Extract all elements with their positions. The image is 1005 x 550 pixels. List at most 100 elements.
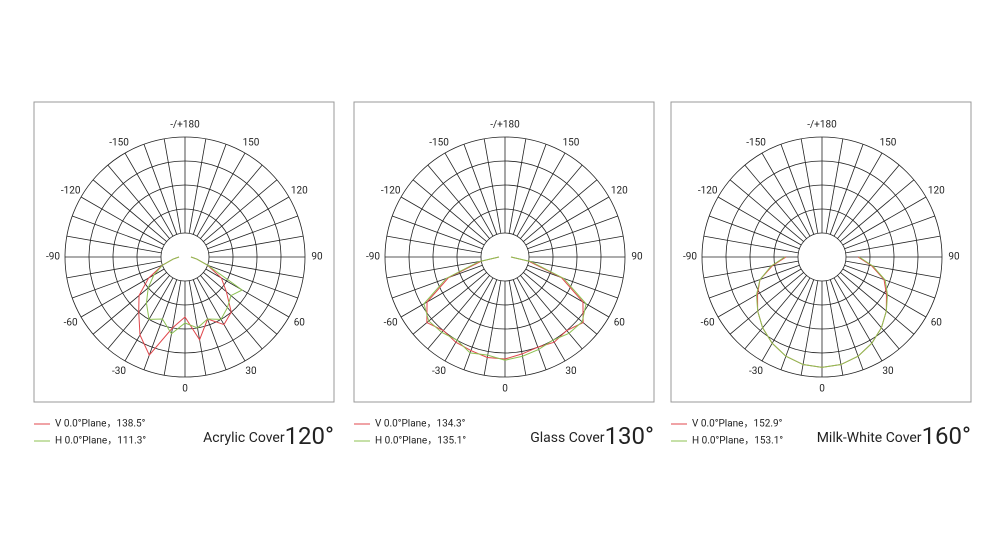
spoke-grid xyxy=(840,272,915,335)
spoke-grid xyxy=(829,279,864,370)
panel-frame xyxy=(670,101,972,403)
spoke-grid xyxy=(512,144,547,235)
angle-label: -60 xyxy=(384,318,398,329)
spoke-grid xyxy=(825,138,844,234)
spoke-grid xyxy=(717,196,802,246)
angle-label: 0 xyxy=(182,384,188,395)
angle-label: -120 xyxy=(698,186,718,197)
legend-label: H 0.0°Plane，135.1° xyxy=(375,436,466,447)
spoke-grid xyxy=(844,264,935,299)
angle-label: -/+180 xyxy=(170,120,200,131)
spoke-grid xyxy=(508,138,527,234)
spoke-grid xyxy=(208,235,304,254)
spoke-grid xyxy=(845,235,941,254)
angle-label: 0 xyxy=(502,384,508,395)
spoke-grid xyxy=(729,179,804,242)
spoke-grid xyxy=(780,144,815,235)
spoke-grid xyxy=(386,235,482,254)
spoke-grid xyxy=(825,280,844,376)
angle-label: 120 xyxy=(928,186,945,197)
angle-label: 120 xyxy=(291,186,308,197)
spoke-grid xyxy=(192,279,227,370)
angle-label: 0 xyxy=(819,384,825,395)
angle-label: 60 xyxy=(614,318,626,329)
spoke-grid xyxy=(800,280,819,376)
spoke-grid xyxy=(528,235,624,254)
spoke-grid xyxy=(840,179,915,242)
spoke-grid xyxy=(516,152,566,237)
angle-label: 60 xyxy=(931,318,943,329)
angle-label: -/+180 xyxy=(490,120,520,131)
spoke-grid xyxy=(512,279,547,370)
angle-label: 150 xyxy=(243,137,260,148)
spoke-grid xyxy=(527,215,618,250)
spoke-grid xyxy=(427,164,490,239)
spoke-grid xyxy=(400,268,485,318)
spoke-grid xyxy=(520,164,583,239)
spoke-grid xyxy=(761,277,811,362)
spoke-grid xyxy=(124,152,174,237)
angle-label: -30 xyxy=(112,366,126,377)
cover-name: Milk-White Cover xyxy=(817,430,922,446)
spoke-grid xyxy=(837,164,900,239)
angle-label: 30 xyxy=(882,366,894,377)
spoke-grid xyxy=(444,277,494,362)
chart-caption: Acrylic Cover120° xyxy=(203,422,334,450)
angle-label: 120 xyxy=(611,186,628,197)
spoke-grid xyxy=(143,144,178,235)
chart-caption: Glass Cover130° xyxy=(530,422,654,450)
spoke-grid xyxy=(392,215,483,250)
spoke-grid xyxy=(744,275,807,350)
spoke-grid xyxy=(412,272,487,335)
spoke-grid xyxy=(463,279,498,370)
spoke-grid xyxy=(525,196,610,246)
spoke-grid xyxy=(205,196,290,246)
distribution-curve xyxy=(145,256,244,335)
angle-label: -150 xyxy=(109,137,129,148)
spoke-grid xyxy=(525,268,610,318)
beam-angle: 160° xyxy=(922,422,971,450)
angle-label: 90 xyxy=(311,252,323,263)
spoke-grid xyxy=(386,260,482,279)
cover-name: Glass Cover xyxy=(530,430,605,446)
spoke-grid xyxy=(709,264,800,299)
ring-grid xyxy=(797,232,847,282)
angle-label: -60 xyxy=(701,318,715,329)
spoke-grid xyxy=(72,264,163,299)
distribution-curve xyxy=(138,256,232,357)
angle-label: 60 xyxy=(294,318,306,329)
angle-label: 30 xyxy=(565,366,577,377)
spoke-grid xyxy=(444,152,494,237)
spoke-grid xyxy=(527,264,618,299)
spoke-grid xyxy=(829,144,864,235)
spoke-grid xyxy=(844,215,935,250)
spoke-grid xyxy=(709,215,800,250)
angle-label: 90 xyxy=(631,252,643,263)
angle-label: 150 xyxy=(880,137,897,148)
distribution-curve xyxy=(423,256,587,361)
spoke-grid xyxy=(516,277,566,362)
distribution-curve xyxy=(426,256,584,360)
angle-label: -120 xyxy=(61,186,81,197)
spoke-grid xyxy=(744,164,807,239)
spoke-grid xyxy=(107,164,170,239)
legend-label: H 0.0°Plane，111.3° xyxy=(55,436,146,447)
legend-label: H 0.0°Plane，153.1° xyxy=(692,436,783,447)
spoke-grid xyxy=(188,138,207,234)
spoke-grid xyxy=(523,272,598,335)
spoke-grid xyxy=(528,260,624,279)
spoke-grid xyxy=(412,179,487,242)
spoke-grid xyxy=(508,280,527,376)
angle-label: -30 xyxy=(749,366,763,377)
spoke-grid xyxy=(780,279,815,370)
spoke-grid xyxy=(520,275,583,350)
angle-label: -60 xyxy=(64,318,78,329)
spoke-grid xyxy=(717,268,802,318)
spoke-grid xyxy=(845,260,941,279)
spoke-grid xyxy=(833,277,883,362)
spoke-grid xyxy=(800,138,819,234)
spoke-grid xyxy=(761,152,811,237)
spoke-grid xyxy=(92,179,167,242)
panel-frame xyxy=(33,101,335,403)
cover-name: Acrylic Cover xyxy=(203,430,285,446)
